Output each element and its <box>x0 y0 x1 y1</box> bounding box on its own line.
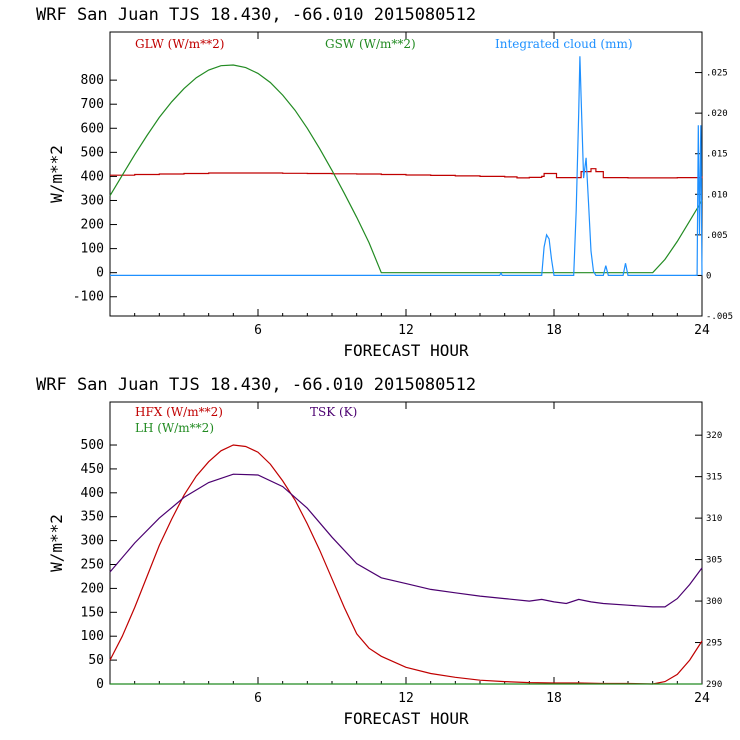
y-tick-label: 250 <box>81 558 104 573</box>
x-axis-label: FORECAST HOUR <box>343 341 469 360</box>
y-tick-label: 800 <box>81 73 104 88</box>
y-tick-label: -100 <box>73 290 104 305</box>
y-tick-label: 500 <box>81 438 104 453</box>
x-tick-label: 12 <box>398 691 414 706</box>
x-tick-label: 6 <box>254 323 262 338</box>
y-tick-label: 100 <box>81 242 104 257</box>
x-tick-label: 24 <box>694 323 710 338</box>
y2-tick-label: .015 <box>706 150 728 160</box>
y-tick-label: 500 <box>81 145 104 160</box>
y2-tick-label: -.005 <box>706 312 733 322</box>
x-tick-label: 6 <box>254 691 262 706</box>
chart-gsw-glw-cloud: WRF San Juan TJS 18.430, -66.010 2015080… <box>36 5 733 360</box>
legend-entry: GLW (W/m**2) <box>135 37 224 51</box>
series-line-2 <box>110 56 703 276</box>
y-tick-label: 200 <box>81 581 104 596</box>
y-tick-label: 400 <box>81 169 104 184</box>
y2-tick-label: 310 <box>706 514 722 524</box>
y2-tick-label: 300 <box>706 597 722 607</box>
y-tick-label: 600 <box>81 121 104 136</box>
y2-tick-label: 290 <box>706 680 722 690</box>
y-tick-label: 200 <box>81 218 104 233</box>
x-tick-label: 24 <box>694 691 710 706</box>
y2-tick-label: 295 <box>706 639 722 649</box>
y2-tick-label: .025 <box>706 69 728 79</box>
y-axis-label: W/m**2 <box>47 145 66 203</box>
legend-entry: Integrated cloud (mm) <box>495 37 633 51</box>
legend-entry: TSK (K) <box>310 405 357 419</box>
series-line-0 <box>110 168 703 179</box>
y-axis-label: W/m**2 <box>47 514 66 572</box>
x-axis-label: FORECAST HOUR <box>343 709 469 728</box>
chart-hfx-lh-tsk: WRF San Juan TJS 18.430, -66.010 2015080… <box>36 375 722 728</box>
chart-title: WRF San Juan TJS 18.430, -66.010 2015080… <box>36 5 476 25</box>
y-tick-label: 150 <box>81 605 104 620</box>
series-line-1 <box>109 64 703 274</box>
y2-tick-label: 0 <box>706 271 711 281</box>
y-tick-label: 100 <box>81 629 104 644</box>
legend-entry: HFX (W/m**2) <box>135 405 223 419</box>
x-tick-label: 18 <box>546 323 562 338</box>
y-tick-label: 0 <box>96 266 104 281</box>
y2-tick-label: 320 <box>706 431 722 441</box>
y-tick-label: 50 <box>88 653 104 668</box>
y2-tick-label: 315 <box>706 473 722 483</box>
series-line-0 <box>109 444 703 685</box>
y-tick-label: 450 <box>81 462 104 477</box>
plot-frame <box>109 401 703 685</box>
y-tick-label: 0 <box>96 677 104 692</box>
y-tick-label: 300 <box>81 534 104 549</box>
series-line-2 <box>109 473 703 608</box>
legend-entry: GSW (W/m**2) <box>325 37 416 51</box>
y-tick-label: 400 <box>81 486 104 501</box>
y2-tick-label: 305 <box>706 556 722 566</box>
y2-tick-label: .020 <box>706 109 728 119</box>
legend-entry: LH (W/m**2) <box>135 421 214 435</box>
y-tick-label: 300 <box>81 193 104 208</box>
y-tick-label: 700 <box>81 97 104 112</box>
chart-title: WRF San Juan TJS 18.430, -66.010 2015080… <box>36 375 476 395</box>
y-tick-label: 350 <box>81 510 104 525</box>
x-tick-label: 18 <box>546 691 562 706</box>
y2-tick-label: .010 <box>706 190 728 200</box>
y2-tick-label: .005 <box>706 231 728 241</box>
x-tick-label: 12 <box>398 323 414 338</box>
